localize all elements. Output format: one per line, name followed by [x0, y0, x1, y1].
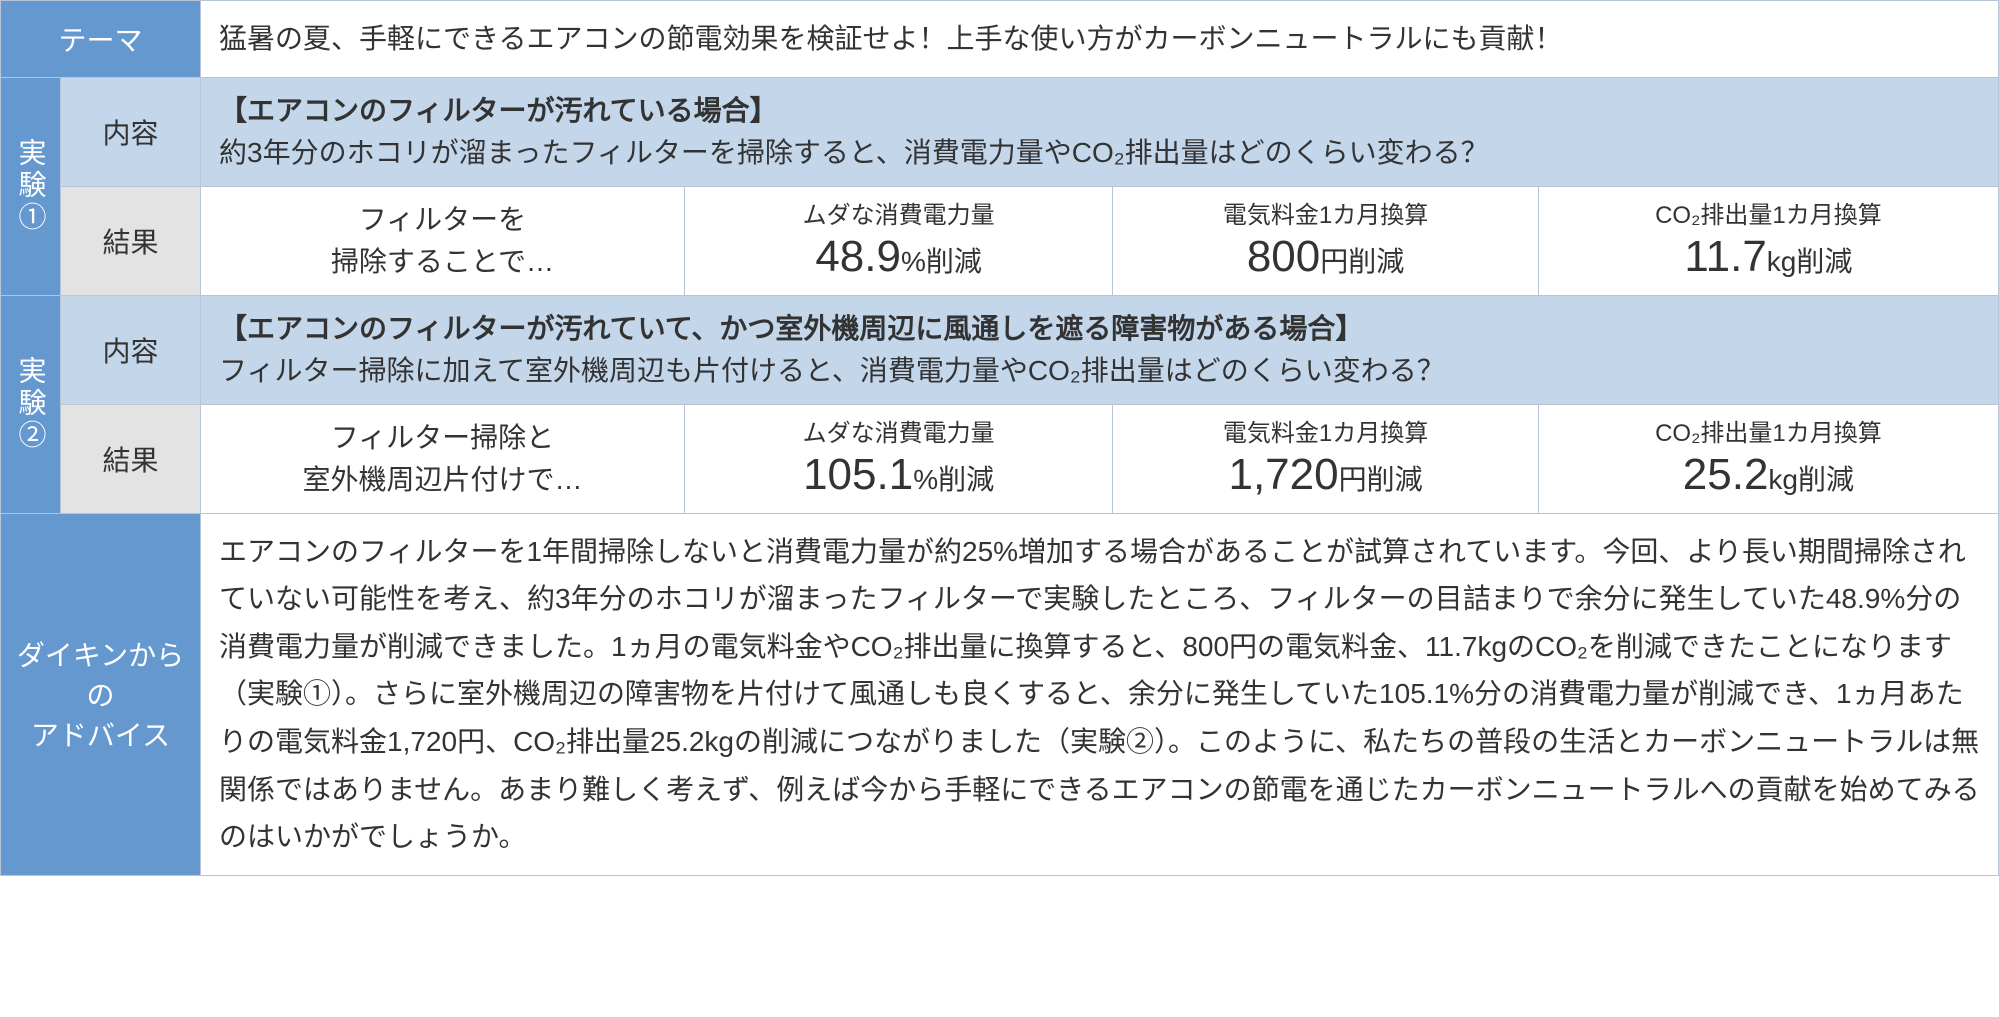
advice-header-l1: ダイキンから: [17, 640, 184, 671]
exp2-header: 実験②: [1, 295, 61, 513]
exp2-result-intro: フィルター掃除と 室外機周辺片付けで…: [201, 404, 685, 513]
exp2-result-intro-l2: 室外機周辺片付けで…: [302, 464, 582, 495]
exp1-header: 実験①: [1, 77, 61, 295]
advice-header: ダイキンから の アドバイス: [1, 513, 201, 875]
exp1-metric-1: 電気料金1カ月換算 800円削減: [1113, 186, 1539, 295]
exp1-content-title: 【エアコンのフィルターが汚れている場合】: [219, 95, 778, 126]
metric-value: 800円削減: [1121, 232, 1530, 282]
exp2-content-label: 内容: [61, 295, 201, 404]
theme-label: テーマ: [1, 1, 201, 78]
exp1-result-intro-l2: 掃除することで…: [331, 246, 554, 277]
metric-label: ムダな消費電力量: [693, 413, 1104, 448]
metric-value: 11.7kg削減: [1547, 232, 1990, 282]
metric-value: 25.2kg削減: [1547, 450, 1990, 500]
metric-value: 1,720円削減: [1121, 450, 1530, 500]
exp2-content-row: 実験② 内容 【エアコンのフィルターが汚れていて、かつ室外機周辺に風通しを遮る障…: [1, 295, 1999, 404]
exp2-content: 【エアコンのフィルターが汚れていて、かつ室外機周辺に風通しを遮る障害物がある場合…: [201, 295, 1999, 404]
exp1-content-body: 約3年分のホコリが溜まったフィルターを掃除すると、消費電力量やCO₂排出量はどの…: [219, 137, 1489, 168]
exp2-metric-2: CO₂排出量1カ月換算 25.2kg削減: [1538, 404, 1998, 513]
advice-header-l3: アドバイス: [31, 720, 170, 751]
exp2-content-title: 【エアコンのフィルターが汚れていて、かつ室外機周辺に風通しを遮る障害物がある場合…: [219, 313, 1363, 344]
exp1-content: 【エアコンのフィルターが汚れている場合】 約3年分のホコリが溜まったフィルターを…: [201, 77, 1999, 186]
exp1-content-row: 実験① 内容 【エアコンのフィルターが汚れている場合】 約3年分のホコリが溜まっ…: [1, 77, 1999, 186]
exp1-metric-0: ムダな消費電力量 48.9%削減: [684, 186, 1112, 295]
exp1-result-intro: フィルターを 掃除することで…: [201, 186, 685, 295]
exp1-result-row: 結果 フィルターを 掃除することで… ムダな消費電力量 48.9%削減 電気料金…: [1, 186, 1999, 295]
metric-value: 48.9%削減: [693, 232, 1104, 282]
exp1-content-label: 内容: [61, 77, 201, 186]
exp2-content-body: フィルター掃除に加えて室外機周辺も片付けると、消費電力量やCO₂排出量はどのくら…: [219, 355, 1445, 386]
metric-label: CO₂排出量1カ月換算: [1547, 195, 1990, 230]
exp2-metric-1: 電気料金1カ月換算 1,720円削減: [1113, 404, 1539, 513]
theme-row: テーマ 猛暑の夏、手軽にできるエアコンの節電効果を検証せよ！上手な使い方がカーボ…: [1, 1, 1999, 78]
exp2-metric-0: ムダな消費電力量 105.1%削減: [684, 404, 1112, 513]
exp1-result-intro-l1: フィルターを: [359, 204, 526, 235]
advice-body: エアコンのフィルターを1年間掃除しないと消費電力量が約25%増加する場合があるこ…: [201, 513, 1999, 875]
summary-table: テーマ 猛暑の夏、手軽にできるエアコンの節電効果を検証せよ！上手な使い方がカーボ…: [0, 0, 1999, 876]
metric-label: 電気料金1カ月換算: [1121, 413, 1530, 448]
exp2-result-row: 結果 フィルター掃除と 室外機周辺片付けで… ムダな消費電力量 105.1%削減…: [1, 404, 1999, 513]
metric-label: CO₂排出量1カ月換算: [1547, 413, 1990, 448]
metric-value: 105.1%削減: [693, 450, 1104, 500]
exp2-result-intro-l1: フィルター掃除と: [331, 422, 554, 453]
metric-label: ムダな消費電力量: [693, 195, 1104, 230]
exp2-result-label: 結果: [61, 404, 201, 513]
metric-label: 電気料金1カ月換算: [1121, 195, 1530, 230]
advice-row: ダイキンから の アドバイス エアコンのフィルターを1年間掃除しないと消費電力量…: [1, 513, 1999, 875]
exp1-metric-2: CO₂排出量1カ月換算 11.7kg削減: [1538, 186, 1998, 295]
advice-header-l2: の: [86, 680, 114, 711]
theme-text: 猛暑の夏、手軽にできるエアコンの節電効果を検証せよ！上手な使い方がカーボンニュー…: [201, 1, 1999, 78]
exp1-result-label: 結果: [61, 186, 201, 295]
